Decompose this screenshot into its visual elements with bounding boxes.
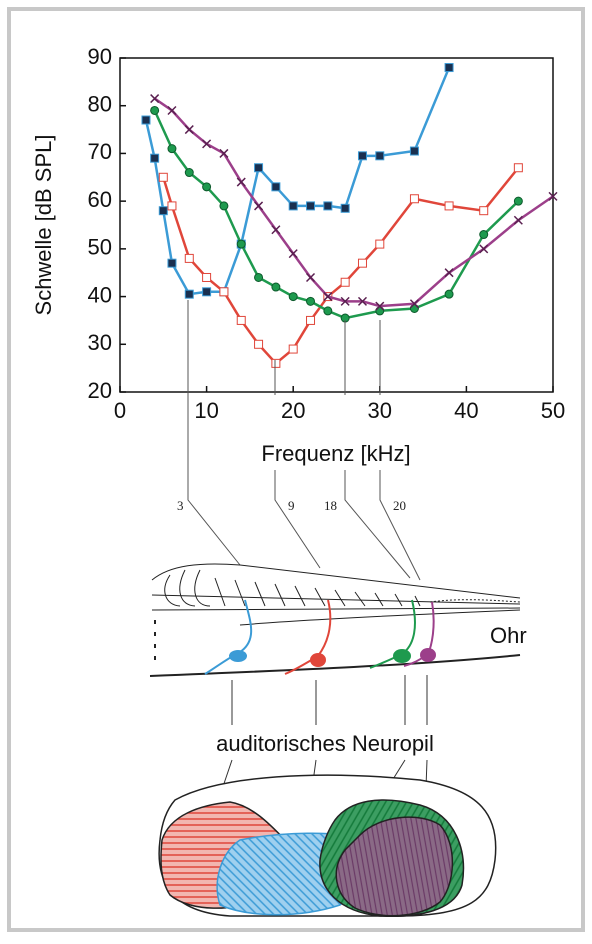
marker — [375, 151, 385, 161]
marker — [167, 105, 177, 116]
neuropil-label: auditorisches Neuropil — [216, 731, 434, 756]
marker — [479, 206, 489, 216]
marker — [444, 268, 454, 278]
marker — [323, 306, 333, 316]
marker — [306, 201, 316, 211]
leader-lines — [187, 300, 421, 581]
marker — [288, 249, 298, 259]
neurons — [204, 599, 436, 675]
marker — [375, 239, 385, 249]
marker — [340, 203, 350, 213]
marker — [202, 272, 212, 282]
marker — [167, 258, 177, 268]
marker — [271, 282, 281, 292]
marker — [236, 239, 246, 249]
y-tick-label: 60 — [88, 187, 112, 212]
marker — [409, 146, 419, 156]
marker — [167, 144, 177, 154]
marker — [158, 206, 168, 216]
marker — [271, 358, 281, 368]
marker — [340, 277, 350, 287]
marker — [357, 151, 367, 161]
marker — [184, 168, 194, 178]
x-tick-label: 0 — [114, 398, 126, 423]
marker — [513, 196, 523, 206]
marker — [306, 315, 316, 325]
marker — [202, 182, 212, 192]
x-tick-label: 50 — [541, 398, 565, 423]
ear-label: Ohr — [490, 623, 527, 648]
marker — [219, 148, 229, 158]
y-tick-label: 90 — [88, 44, 112, 69]
marker — [254, 163, 264, 173]
marker — [409, 299, 419, 309]
marker — [184, 289, 194, 299]
marker — [150, 94, 160, 104]
marker — [513, 215, 523, 225]
marker — [548, 191, 558, 201]
marker — [288, 292, 298, 302]
x-tick-label: 30 — [368, 398, 392, 423]
marker — [479, 244, 489, 254]
x-axis-label: Frequenz [kHz] — [261, 441, 410, 466]
marker — [375, 301, 385, 311]
marker — [323, 292, 333, 302]
marker — [158, 172, 168, 182]
marker — [150, 153, 160, 163]
marker — [254, 339, 264, 349]
x-tick-label: 10 — [194, 398, 218, 423]
marker — [444, 63, 454, 73]
neuropil-drawing — [158, 774, 497, 918]
marker — [305, 272, 316, 283]
marker — [254, 201, 264, 211]
marker — [236, 315, 246, 325]
y-tick-label: 80 — [88, 92, 112, 117]
frequency-label: 20 — [393, 498, 406, 513]
frequency-label: 9 — [288, 498, 295, 513]
marker — [513, 163, 523, 173]
marker — [340, 296, 350, 306]
y-tick-label: 50 — [88, 235, 112, 260]
marker — [184, 125, 194, 135]
marker — [479, 230, 489, 240]
marker — [236, 177, 246, 187]
y-tick-label: 30 — [88, 330, 112, 355]
marker — [306, 296, 316, 306]
marker — [444, 289, 454, 299]
y-tick-label: 40 — [88, 282, 112, 307]
marker — [444, 201, 454, 211]
marker — [202, 287, 212, 297]
marker — [288, 344, 298, 354]
ear-drawing — [149, 563, 521, 677]
marker — [219, 201, 229, 211]
marker — [202, 139, 212, 149]
marker — [271, 225, 281, 235]
frequency-label: 3 — [177, 498, 184, 513]
plot: 20 30 40 50 60 70 80 90 0 10 20 30 40 50 — [88, 44, 566, 423]
marker — [409, 194, 419, 204]
x-tick-label: 40 — [454, 398, 478, 423]
marker — [167, 201, 177, 211]
marker — [357, 296, 368, 306]
marker — [254, 272, 264, 282]
frequency-label: 18 — [324, 498, 337, 513]
y-axis-label: Schwelle [dB SPL] — [31, 135, 56, 316]
marker — [141, 115, 151, 125]
frame — [7, 7, 585, 932]
x-tick-label: 20 — [281, 398, 305, 423]
y-tick-label: 70 — [88, 139, 112, 164]
marker — [323, 201, 333, 211]
marker — [288, 201, 298, 211]
marker — [357, 258, 367, 268]
series-line — [153, 97, 554, 308]
marker — [271, 182, 281, 192]
plot-frame — [119, 57, 554, 393]
y-tick-label: 20 — [88, 378, 112, 403]
marker — [150, 105, 160, 115]
marker — [184, 253, 194, 263]
marker — [219, 287, 229, 297]
